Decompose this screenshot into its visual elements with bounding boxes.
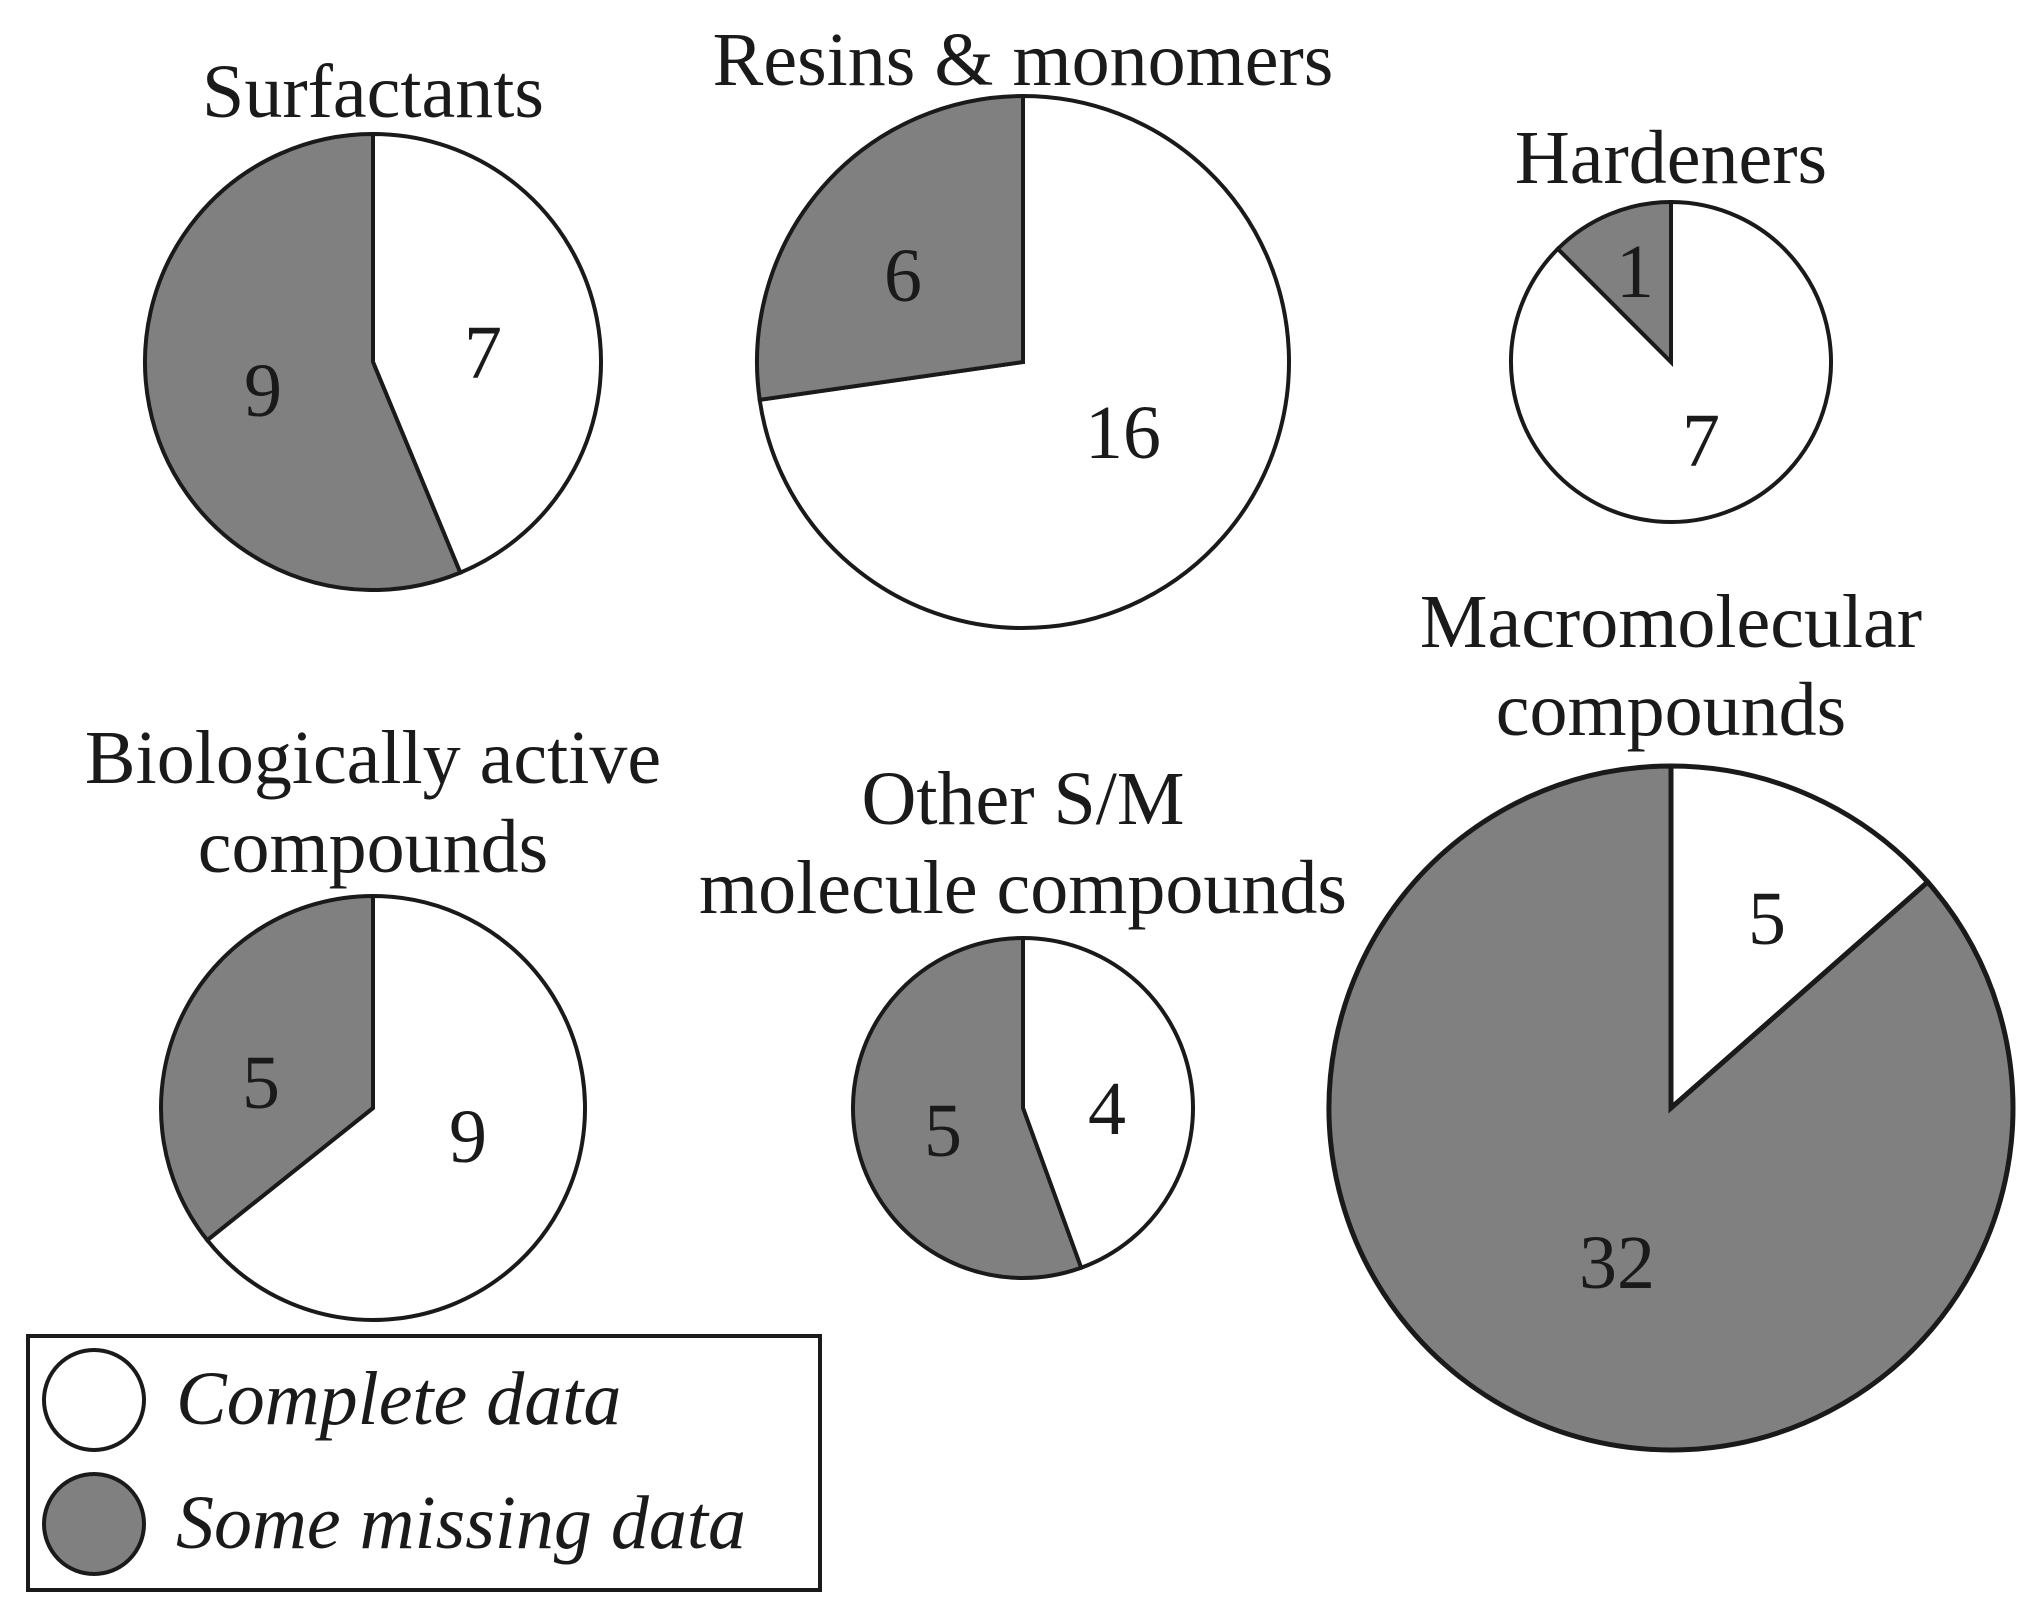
legend-label-complete: Complete data <box>176 1357 621 1441</box>
pie-value-label-missing: 9 <box>244 349 282 433</box>
pie-slice-complete <box>204 893 587 1322</box>
pie-title: Hardeners <box>1515 116 1827 200</box>
pie-title: Macromolecular <box>1420 580 1922 664</box>
pie-value-label-missing: 1 <box>1616 230 1654 314</box>
pie-value-label-complete: 7 <box>464 311 502 395</box>
pie-slice-missing <box>143 131 463 592</box>
pie-chart: Surfactants 7 9 <box>143 50 603 592</box>
pie-slice-complete <box>1668 763 1932 1114</box>
pie-title: compounds <box>198 805 548 889</box>
pie-slice-missing <box>851 935 1084 1280</box>
pie-title: Resins & monomers <box>713 18 1334 102</box>
pie-value-label-complete: 4 <box>1088 1067 1126 1151</box>
pie-value-label-complete: 5 <box>1748 877 1786 961</box>
pie-title: molecule compounds <box>699 846 1347 930</box>
pie-value-label-missing: 6 <box>884 234 922 318</box>
pie-slice-complete <box>371 131 603 576</box>
legend-label-missing: Some missing data <box>176 1481 746 1565</box>
pie-value-label-missing: 5 <box>242 1041 280 1125</box>
pie-slice-missing <box>1326 763 2016 1453</box>
pie-slice-missing <box>159 893 375 1243</box>
pie-value-label-complete: 16 <box>1085 391 1161 475</box>
pie-title: Surfactants <box>202 50 544 134</box>
pie-slice-complete <box>1021 935 1195 1271</box>
legend-swatch-missing <box>42 1472 146 1576</box>
pie-slice-missing <box>755 93 1025 403</box>
pie-value-label-complete: 7 <box>1682 399 1720 483</box>
pie-title: compounds <box>1496 668 1846 752</box>
pie-chart: Resins & monomers 16 6 <box>713 18 1334 630</box>
pie-value-label-missing: 5 <box>924 1089 962 1173</box>
pie-slice-missing <box>1555 199 1673 367</box>
legend-swatch-complete <box>42 1348 146 1452</box>
legend-box <box>26 1334 822 1592</box>
pie-value-label-complete: 9 <box>449 1095 487 1179</box>
legend: Complete data Some missing data <box>26 1334 822 1592</box>
pie-title: Other S/M <box>862 757 1185 841</box>
pie-value-label-missing: 32 <box>1579 1221 1655 1305</box>
pie-chart: Hardeners 7 1 <box>1508 116 1833 524</box>
pie-charts: Surfactants 7 9 Resins & monomers 16 6 Hardene… <box>85 18 2016 1453</box>
pie-title: Biologically active <box>85 716 661 800</box>
